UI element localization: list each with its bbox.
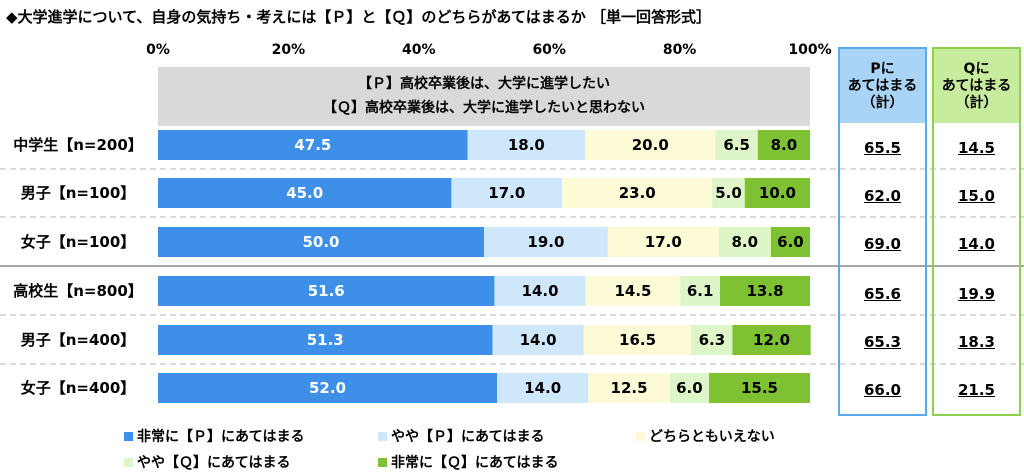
data-label: 13.8	[747, 282, 784, 300]
bar-segment	[467, 130, 586, 160]
p-total-header-line: Pに	[870, 60, 895, 77]
p-total-value: 65.3	[863, 333, 901, 351]
bar-segment	[744, 178, 810, 208]
data-label: 6.3	[699, 331, 726, 349]
data-label: 6.1	[687, 282, 714, 300]
q-total-value: 14.5	[957, 139, 995, 157]
bar-segment	[585, 276, 681, 306]
bar-segment	[494, 276, 586, 306]
q-total-value: 18.3	[957, 333, 995, 351]
p-total-header-line: （計）	[861, 94, 904, 111]
data-label: 15.5	[741, 379, 778, 397]
q-total-column: Qに あてはまる （計） 14.5 15.0 14.0 19.9 18.3 21…	[932, 47, 1021, 416]
data-label: 14.5	[614, 282, 651, 300]
bar-segment	[607, 227, 719, 257]
data-label: 52.0	[309, 379, 346, 397]
data-label: 6.0	[777, 233, 804, 251]
bar-segment	[562, 178, 713, 208]
bar-segment	[770, 227, 810, 257]
bar-segment	[588, 373, 670, 403]
p-total-column: Pに あてはまる （計） 65.5 62.0 69.0 65.6 65.3 66…	[838, 47, 927, 416]
q-total-header-line: （計）	[955, 94, 998, 111]
q-total-header: Qに あてはまる （計）	[934, 49, 1019, 123]
data-label: 45.0	[286, 184, 323, 202]
data-label: 8.0	[732, 233, 759, 251]
data-label: 5.0	[715, 184, 742, 202]
bar-segment	[497, 373, 589, 403]
data-label: 47.5	[294, 136, 331, 154]
p-total-value: 62.0	[863, 187, 901, 205]
bar-segment	[158, 130, 468, 160]
bar-segment	[484, 227, 608, 257]
q-total-header-line: Qに	[963, 60, 990, 77]
bar-segment	[732, 325, 811, 355]
bar-segment	[757, 130, 810, 160]
p-total-value: 65.5	[863, 139, 901, 157]
data-label: 12.5	[611, 379, 648, 397]
data-label: 51.3	[307, 331, 344, 349]
bar-segment	[158, 178, 452, 208]
category-label: 高校生【n=800】	[13, 282, 143, 300]
data-label: 14.0	[524, 379, 561, 397]
bar-segment	[583, 325, 692, 355]
bar-segment	[708, 373, 810, 403]
bar-segment	[680, 276, 721, 306]
data-label: 18.0	[508, 136, 545, 154]
data-label: 6.0	[676, 379, 703, 397]
p-total-value: 66.0	[863, 381, 901, 399]
bar-segment	[720, 276, 810, 306]
data-label: 14.0	[522, 282, 559, 300]
data-label: 16.5	[619, 331, 656, 349]
x-tick-label: 60%	[532, 42, 566, 58]
bar-segment	[718, 227, 771, 257]
q-total-value: 14.0	[957, 235, 995, 253]
chart-title: ◆大学進学について、自身の気持ち・考えには【Ｐ】と【Ｑ】のどちらがあてはまるか …	[6, 8, 711, 26]
data-label: 50.0	[302, 233, 339, 251]
statement-header	[158, 67, 810, 126]
category-label: 男子【n=100】	[21, 184, 136, 202]
category-label: 男子【n=400】	[21, 331, 136, 349]
bar-segment	[158, 276, 495, 306]
bar-segment	[158, 325, 493, 355]
category-label: 中学生【n=200】	[13, 136, 143, 154]
data-label: 14.0	[520, 331, 557, 349]
bar-segment	[712, 178, 745, 208]
category-label: 女子【n=400】	[21, 379, 136, 397]
x-tick-label: 20%	[272, 42, 306, 58]
p-total-value: 65.6	[863, 285, 901, 303]
x-tick-label: 0%	[146, 42, 170, 58]
bar-segment	[669, 373, 709, 403]
x-tick-label: 80%	[663, 42, 697, 58]
data-label: 51.6	[308, 282, 345, 300]
bar-segment	[585, 130, 716, 160]
bar-segment	[451, 178, 563, 208]
statement-q: 【Ｑ】高校卒業後は、大学に進学したいと思わない	[323, 99, 645, 116]
data-label: 6.5	[723, 136, 750, 154]
bar-segment	[492, 325, 584, 355]
bar-segment	[158, 227, 484, 257]
data-label: 17.0	[645, 233, 682, 251]
data-label: 10.0	[759, 184, 796, 202]
data-label: 19.0	[527, 233, 564, 251]
bar-segment	[715, 130, 758, 160]
q-total-header-line: あてはまる	[941, 77, 1012, 94]
bar-segment	[158, 373, 498, 403]
statement-p: 【Ｐ】高校卒業後は、大学に進学したい	[358, 75, 610, 92]
data-label: 17.0	[488, 184, 525, 202]
x-tick-label: 40%	[402, 42, 436, 58]
bar-segment	[691, 325, 733, 355]
category-label: 女子【n=100】	[21, 233, 136, 251]
q-total-value: 19.9	[957, 285, 995, 303]
q-total-value: 15.0	[957, 187, 995, 205]
p-total-header: Pに あてはまる （計）	[840, 49, 925, 123]
data-label: 12.0	[753, 331, 790, 349]
data-label: 20.0	[632, 136, 669, 154]
q-total-value: 21.5	[957, 381, 995, 399]
data-label: 8.0	[771, 136, 798, 154]
p-total-value: 69.0	[863, 235, 901, 253]
p-total-header-line: あてはまる	[847, 77, 918, 94]
data-label: 23.0	[619, 184, 656, 202]
x-tick-label: 100%	[788, 42, 831, 58]
